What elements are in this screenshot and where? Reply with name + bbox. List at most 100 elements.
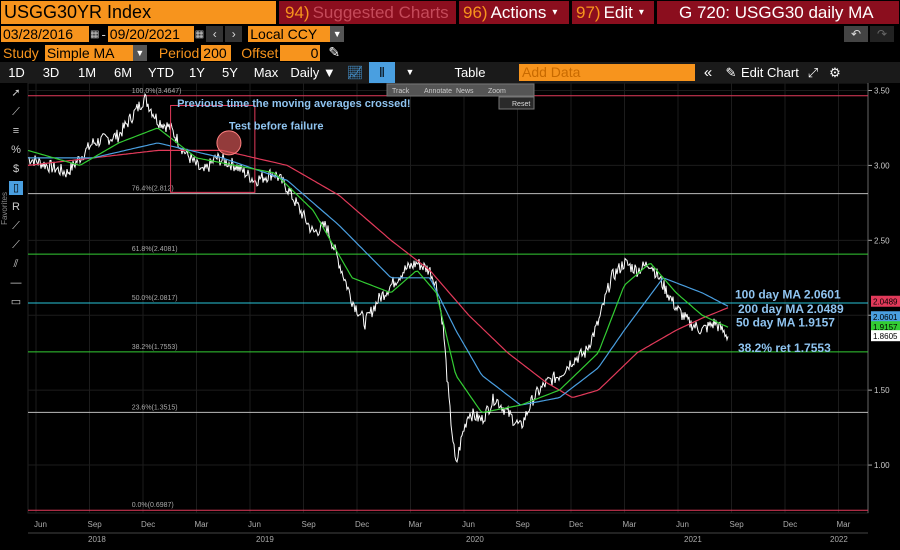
dollar-tool-icon[interactable]: $ bbox=[12, 163, 20, 175]
edit-menu[interactable]: 97) Edit ▾ bbox=[572, 1, 654, 24]
frequency-dropdown[interactable]: Daily ▼ bbox=[290, 65, 336, 80]
actions-label: Actions bbox=[490, 3, 547, 22]
x-year-label: 2019 bbox=[256, 535, 274, 544]
period-6m[interactable]: 6M bbox=[113, 65, 133, 80]
currency-field[interactable]: Local CCY bbox=[248, 26, 331, 42]
reset-button bbox=[498, 96, 535, 110]
end-date-field[interactable]: 09/20/2021 bbox=[107, 26, 194, 42]
add-data-input[interactable]: Add Data bbox=[519, 64, 695, 81]
fib-level-label: 50.0%(2.0817) bbox=[132, 295, 178, 302]
line-tool-icon[interactable]: ⟋ bbox=[12, 106, 20, 118]
study-dropdown-icon[interactable]: ▼ bbox=[132, 44, 147, 61]
x-tick-label: Mar bbox=[623, 520, 637, 529]
ticker-field[interactable]: USGG30YR Index bbox=[1, 1, 276, 24]
period-5y[interactable]: 5Y bbox=[222, 65, 238, 80]
x-tick-label: Jun bbox=[248, 520, 261, 529]
undo-icon[interactable]: ↶ bbox=[844, 26, 868, 42]
table-button[interactable]: Table bbox=[454, 65, 486, 80]
channel-tool-icon[interactable]: ⫽ bbox=[13, 258, 19, 270]
horizontal-line-icon[interactable]: — bbox=[10, 277, 22, 289]
x-tick-label: Dec bbox=[783, 520, 797, 529]
range-dash: - bbox=[101, 26, 106, 42]
y-tick-label: 1.00 bbox=[874, 461, 890, 470]
highlight-circle bbox=[216, 130, 242, 156]
last-value-label: 1.8605 bbox=[873, 332, 898, 341]
x-tick-label: Dec bbox=[141, 520, 155, 529]
x-tick-label: Sep bbox=[302, 520, 317, 529]
calendar-icon[interactable]: ▦ bbox=[90, 28, 100, 40]
chart-title: G 720: USGG30 daily MA bbox=[657, 1, 899, 24]
actions-menu[interactable]: 96) Actions ▾ bbox=[459, 1, 569, 24]
chevron-down-icon: ▾ bbox=[552, 7, 558, 18]
edit-chart-button[interactable]: Edit Chart bbox=[741, 65, 799, 80]
study-type-field[interactable]: Simple MA bbox=[44, 44, 133, 61]
price-chart[interactable]: Jun Sep Dec Mar Jun Sep Dec Mar Jun Sep Dec Mar Jun S… bbox=[0, 83, 900, 550]
chevron-left-icon[interactable]: ‹ bbox=[206, 26, 224, 42]
x-tick-label: Jun bbox=[34, 520, 47, 529]
x-tick-label: Dec bbox=[355, 520, 369, 529]
mini-toolbar-item: Track bbox=[392, 88, 410, 95]
last-value-tag bbox=[871, 330, 900, 342]
start-date-field[interactable]: 03/28/2016 bbox=[1, 26, 89, 42]
chart-annotation: 38.2% ret 1.7553 bbox=[738, 341, 831, 355]
x-tick-label: Sep bbox=[730, 520, 745, 529]
cursor-icon[interactable]: ➚ bbox=[11, 87, 21, 99]
chart-title-text: G 720: USGG30 daily MA bbox=[679, 3, 874, 22]
bar-chart-icon[interactable]: ⫴ bbox=[369, 62, 395, 83]
suggested-charts-label: Suggested Charts bbox=[312, 3, 449, 22]
last-value-label: 2.0489 bbox=[873, 298, 898, 307]
period-1m[interactable]: 1M bbox=[77, 65, 97, 80]
last-value-tag bbox=[871, 295, 900, 307]
period-label: Period bbox=[158, 44, 200, 61]
percent-tool-icon[interactable]: % bbox=[11, 144, 21, 156]
line-chart-icon[interactable]: 📈︎ bbox=[346, 65, 364, 80]
x-tick-label: Mar bbox=[837, 520, 851, 529]
mini-toolbar-item: Zoom bbox=[488, 88, 506, 95]
actions-number: 96) bbox=[463, 3, 488, 22]
drawing-tools: ➚ ⟋ ≡ % $ ▯ R ⟋ ⟋ ⫽ — ▭ bbox=[9, 86, 25, 314]
trend-tool-icon[interactable]: ⟋ bbox=[12, 239, 20, 251]
chevron-right-icon[interactable]: › bbox=[225, 26, 243, 42]
ruler-icon[interactable]: ▭ bbox=[10, 296, 22, 308]
calendar-icon[interactable]: ▦ bbox=[194, 28, 205, 40]
suggested-charts-menu[interactable]: 94) Suggested Charts bbox=[279, 1, 456, 24]
x-tick-label: Sep bbox=[88, 520, 103, 529]
period-ytd[interactable]: YTD bbox=[148, 65, 174, 80]
pencil-icon[interactable]: ✎ bbox=[328, 44, 341, 60]
ma50-series-line bbox=[27, 127, 729, 414]
last-value-tag bbox=[871, 321, 900, 333]
fib-level-label: 61.8%(2.4081) bbox=[132, 246, 178, 253]
last-value-label: 1.9157 bbox=[873, 323, 898, 332]
period-1y[interactable]: 1Y bbox=[189, 65, 205, 80]
x-tick-label: Jun bbox=[462, 520, 475, 529]
fibonacci-icon[interactable]: ≡ bbox=[12, 125, 20, 137]
collapse-icon[interactable]: « bbox=[703, 64, 713, 81]
chart-type-dropdown-icon[interactable]: ▼ bbox=[405, 67, 415, 77]
chart-annotation: 100 day MA 2.0601 bbox=[735, 287, 841, 301]
period-max[interactable]: Max bbox=[253, 65, 279, 80]
redo-icon[interactable]: ↷ bbox=[870, 26, 894, 42]
offset-field[interactable]: 0 bbox=[280, 44, 321, 61]
edit-label: Edit bbox=[603, 3, 633, 22]
resize-icon[interactable]: ⤢ bbox=[807, 65, 819, 80]
period-field[interactable]: 200 bbox=[201, 44, 232, 61]
chart-annotation: Previous time the moving averages crosse… bbox=[177, 98, 411, 110]
last-value-tag bbox=[871, 311, 900, 323]
x-tick-label: Dec bbox=[569, 520, 583, 529]
gear-icon[interactable]: ⚙ bbox=[829, 65, 841, 80]
mini-toolbar bbox=[386, 83, 535, 97]
price-series-line bbox=[27, 92, 729, 463]
rectangle-tool-icon[interactable]: R bbox=[12, 201, 20, 213]
brush-icon[interactable]: ⟋ bbox=[12, 220, 20, 232]
chart-annotation: 50 day MA 1.9157 bbox=[736, 316, 835, 330]
mini-toolbar-item: Annotate bbox=[424, 88, 452, 95]
period-3d[interactable]: 3D bbox=[42, 65, 60, 80]
edit-number: 97) bbox=[576, 3, 601, 22]
pencil-icon[interactable]: ✎ bbox=[725, 65, 737, 80]
x-tick-label: Mar bbox=[195, 520, 209, 529]
period-1d[interactable]: 1D bbox=[8, 65, 25, 80]
chart-annotation: 200 day MA 2.0489 bbox=[738, 302, 844, 316]
currency-dropdown-icon[interactable]: ▼ bbox=[330, 26, 345, 42]
bar-tool-icon[interactable]: ▯ bbox=[9, 181, 23, 195]
x-year-label: 2022 bbox=[830, 535, 848, 544]
